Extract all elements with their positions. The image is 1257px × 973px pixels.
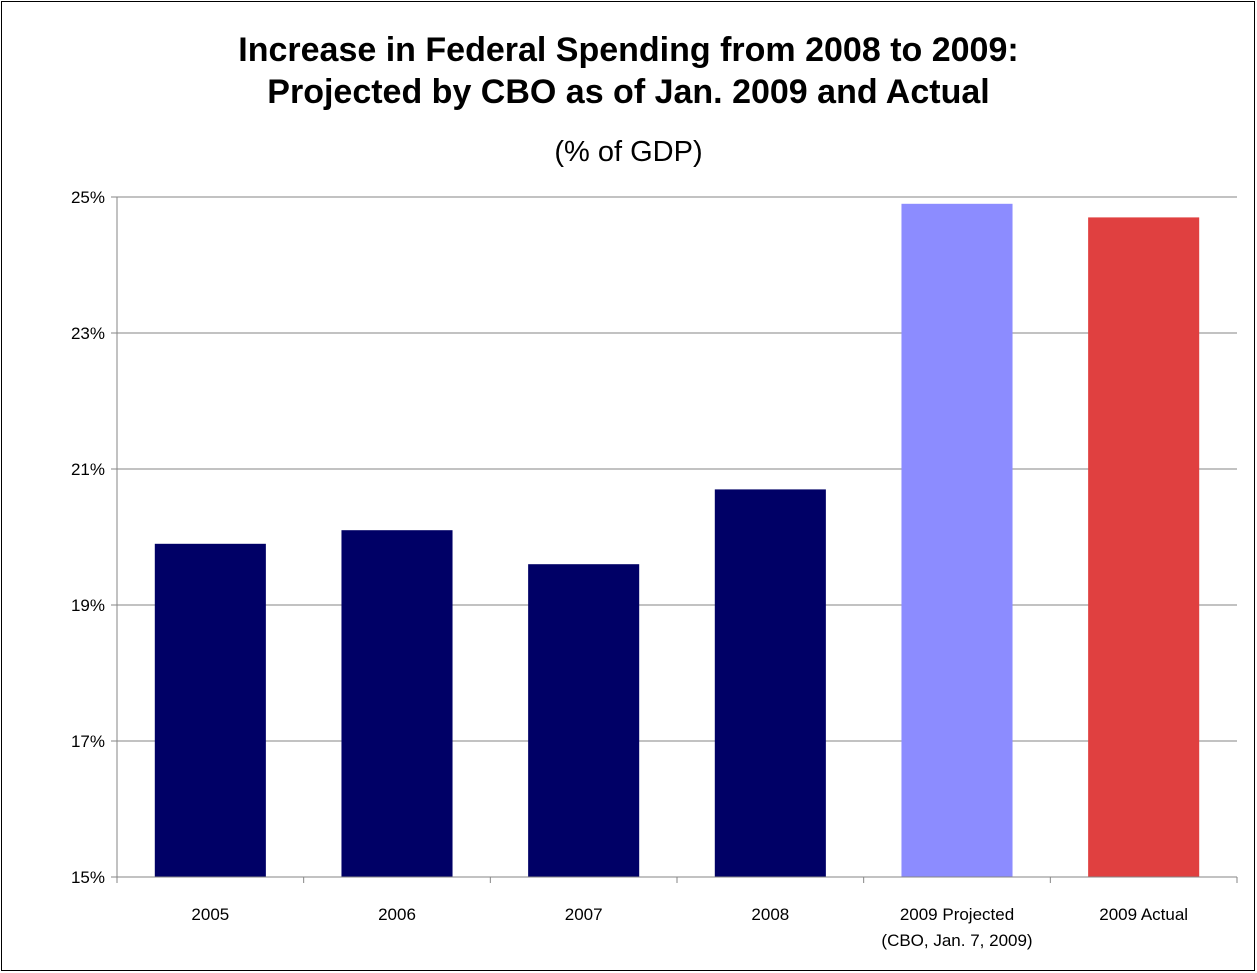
x-tick-label: 2009 Actual (1099, 905, 1188, 924)
y-tick-label: 15% (71, 868, 105, 887)
x-tick-label: 2009 Projected (900, 905, 1014, 924)
y-tick-labels: 15% 17% 19% 21% 23% 25% (71, 188, 105, 887)
x-tick-label: 2007 (565, 905, 603, 924)
y-tick-label: 25% (71, 188, 105, 207)
y-tick-label: 19% (71, 596, 105, 615)
bar (714, 489, 826, 877)
x-tick-label: 2006 (378, 905, 416, 924)
bars (154, 203, 1200, 878)
x-tick-label: 2005 (191, 905, 229, 924)
y-tick-label: 21% (71, 460, 105, 479)
axes (111, 196, 1238, 883)
gridlines (117, 196, 1237, 742)
chart-subtitle: (% of GDP) (554, 136, 703, 168)
x-tick-labels: 2005 2006 2007 2008 2009 Projected (CBO, Jan.… (191, 905, 1188, 950)
bar (901, 203, 1013, 878)
bar (154, 543, 266, 877)
bar (341, 530, 453, 877)
y-tick-label: 17% (71, 732, 105, 751)
chart-title-line2: Projected by CBO as of Jan. 2009 and Act… (267, 73, 990, 111)
bar (528, 564, 640, 877)
x-tick-label: 2008 (751, 905, 789, 924)
chart-title-line1: Increase in Federal Spending from 2008 t… (238, 31, 1019, 69)
x-tick-label: (CBO, Jan. 7, 2009) (881, 931, 1032, 950)
bar (1088, 217, 1200, 877)
y-tick-label: 23% (71, 324, 105, 343)
